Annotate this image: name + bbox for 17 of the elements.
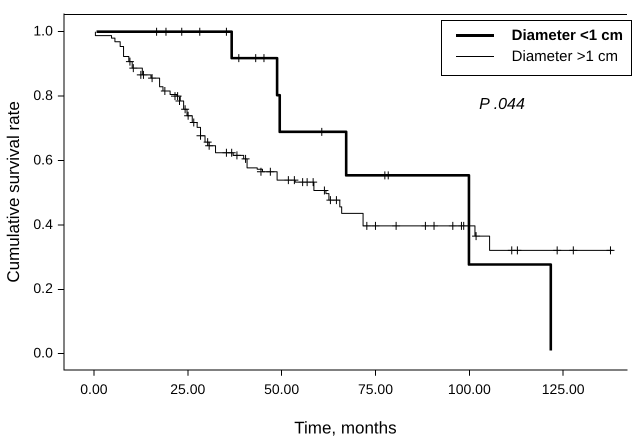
y-tick-label: 0.2 bbox=[33, 280, 54, 296]
annotation: P .044 bbox=[479, 96, 525, 113]
y-tick-label: 0.6 bbox=[33, 151, 54, 168]
y-tick-label: 0.8 bbox=[33, 86, 54, 103]
y-tick-label: 0.4 bbox=[33, 216, 54, 232]
x-tick-label: 25.00 bbox=[170, 381, 206, 398]
legend-label: Diameter >1 cm bbox=[512, 47, 618, 67]
x-tick-label: 50.00 bbox=[264, 381, 300, 398]
x-tick-label: 0.00 bbox=[80, 381, 108, 398]
y-tick-label: 1.0 bbox=[33, 22, 54, 39]
x-tick-label: 75.00 bbox=[358, 381, 394, 398]
x-tick-label: 100.00 bbox=[448, 381, 491, 398]
x-axis-title: Time, months bbox=[294, 418, 397, 438]
legend-label: Diameter <1 cm bbox=[512, 26, 623, 46]
y-axis-title: Cumulative survival rate bbox=[4, 101, 23, 283]
x-tick-label: 125.00 bbox=[542, 381, 585, 398]
y-tick-label: 0.0 bbox=[33, 344, 54, 361]
